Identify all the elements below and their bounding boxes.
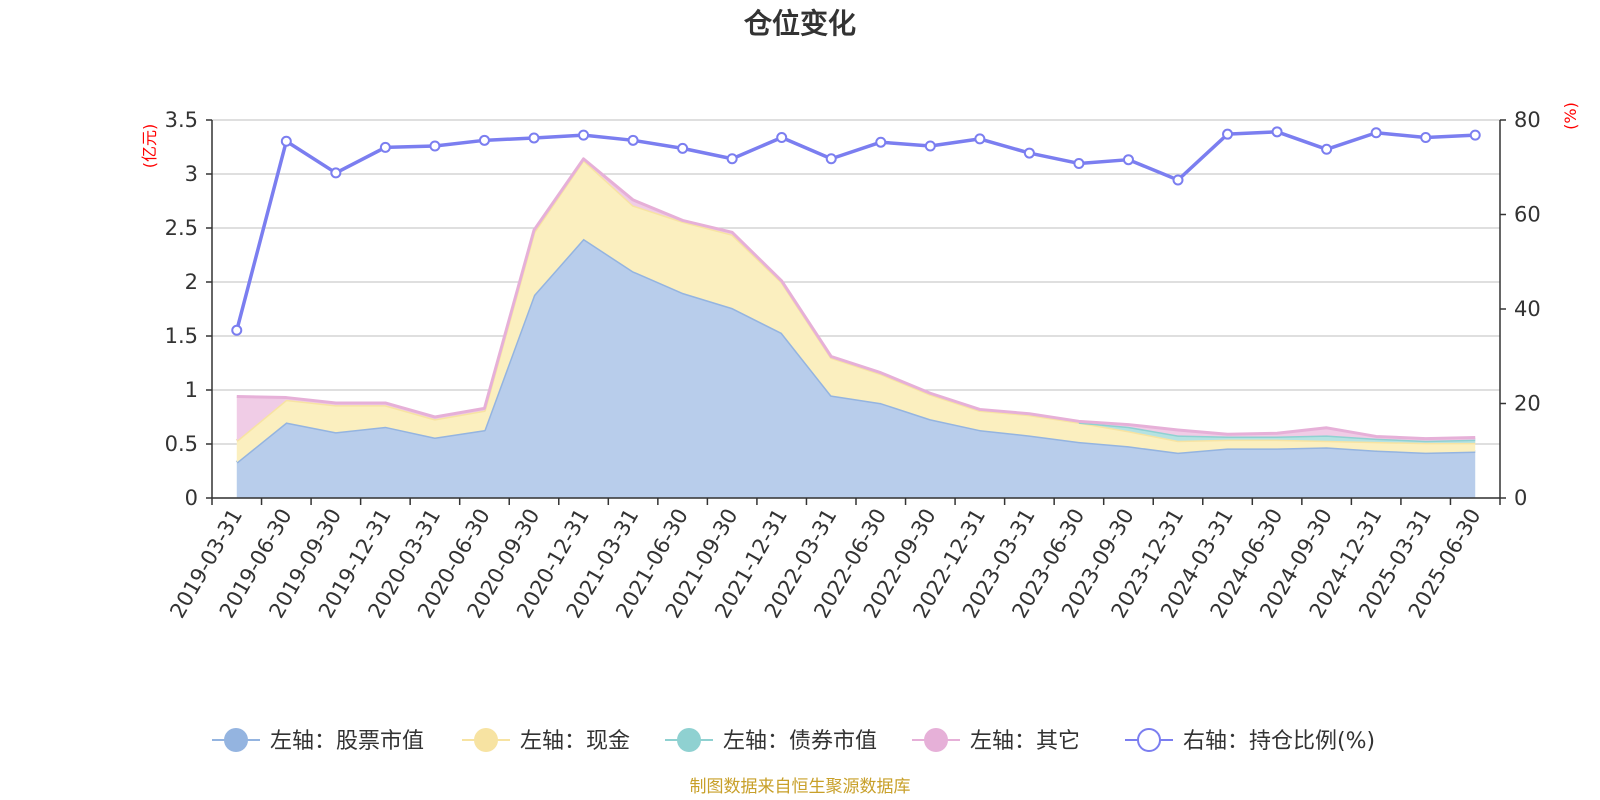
ratio-point [1321,143,1333,155]
right-tick-label: 0 [1514,486,1527,510]
ratio-point [478,134,490,146]
left-tick-label: 1.5 [165,324,198,348]
ratio-point [528,132,540,144]
left-axis-unit: (亿元) [140,124,159,169]
left-tick-label: 2.5 [165,216,198,240]
legend-label: 左轴：债券市值 [723,729,877,754]
data-source-note: 制图数据来自恒生聚源数据库 [690,777,911,797]
area-1 [236,159,1476,463]
ratio-point [677,142,689,154]
ratio-point [379,141,391,153]
right-axis-unit: (%) [1561,102,1580,130]
legend-label: 右轴：持仓比例(%) [1183,729,1375,754]
ratio-point [1469,129,1481,141]
ratio-point [578,129,590,141]
ratio-point [974,133,986,145]
legend: 左轴：股票市值 左轴：现金 左轴：债券市值 左轴：其它 右轴：持仓比例(%) [212,728,1375,754]
area-edge-2 [1078,420,1476,443]
legend-marker [1137,728,1161,752]
right-tick-label: 40 [1514,297,1541,321]
area-edge-3 [236,157,1476,441]
legend-marker [224,728,248,752]
ratio-point [825,153,837,165]
ratio-point [280,135,292,147]
left-tick-label: 1 [185,378,198,402]
ratio-point [627,134,639,146]
ratio-point [875,136,887,148]
left-tick-label: 0 [185,486,198,510]
series-lines [231,126,1481,336]
ratio-point [776,131,788,143]
chart-title: 仓位变化 [744,7,856,40]
left-tick-label: 0.5 [165,432,198,456]
legend-marker [677,728,701,752]
ratio-point [330,167,342,179]
right-tick-label: 20 [1514,392,1541,416]
ratio-point [1271,126,1283,138]
legend-label: 左轴：现金 [520,729,630,754]
ratio-point [1420,131,1432,143]
right-tick-label: 60 [1514,203,1541,227]
legend-label: 左轴：其它 [970,729,1080,754]
legend-label: 左轴：股票市值 [270,729,424,754]
ratio-point [1122,154,1134,166]
ratio-point [1222,128,1234,140]
legend-marker [474,728,498,752]
ratio-line [235,130,1476,331]
area-2 [1078,422,1476,443]
ratio-point [1073,157,1085,169]
ratio-point [1023,147,1035,159]
ratio-point [429,140,441,152]
ratio-point [231,324,243,336]
right-tick-label: 80 [1514,108,1541,132]
ratio-point [726,153,738,165]
area-0 [236,238,1476,499]
left-tick-label: 3.5 [165,108,198,132]
ratio-point [1370,127,1382,139]
left-tick-label: 2 [185,270,198,294]
stacked-areas [235,157,1476,499]
left-tick-label: 3 [185,162,198,186]
ratio-point [924,140,936,152]
ratio-point [1172,174,1184,186]
legend-marker [924,728,948,752]
